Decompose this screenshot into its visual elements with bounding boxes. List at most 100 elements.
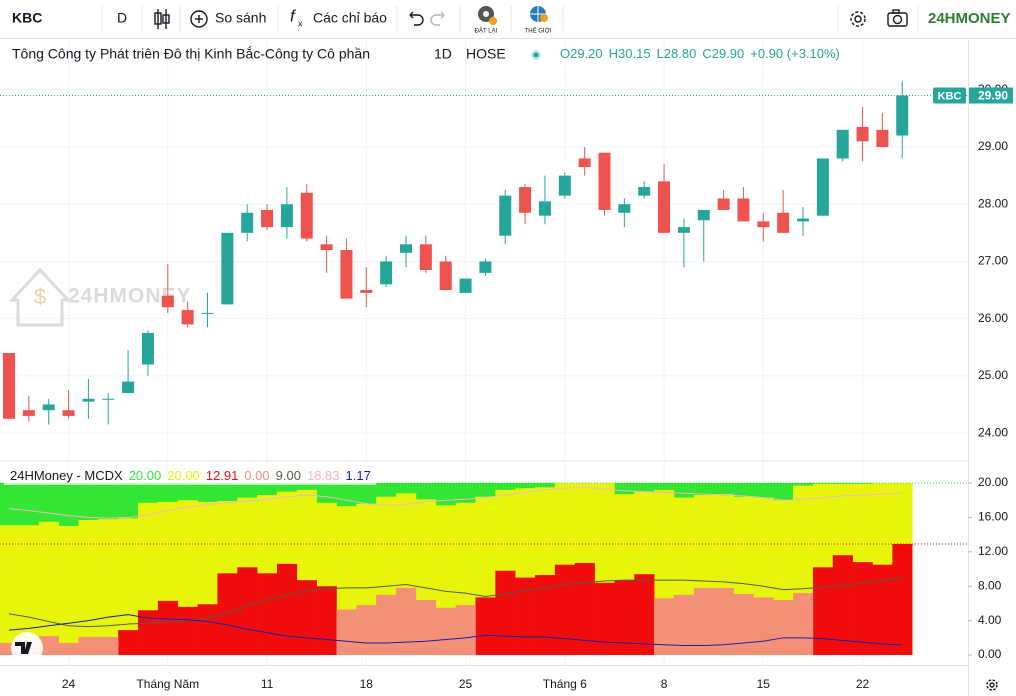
- y-tick-label: 12.00: [978, 544, 1008, 558]
- candle-body: [558, 175, 571, 196]
- indicator-legend-text: 24HMoney - MCDX 20.00 20.00 12.91 0.00 9.00 18…: [10, 468, 371, 483]
- y-tick-label: 16.00: [978, 510, 1008, 524]
- y-tick-label: 26.00: [978, 311, 1008, 325]
- legend-interval: 1D: [434, 46, 452, 62]
- watermark: $ 24HMONEY: [8, 267, 191, 327]
- candle-body: [816, 158, 829, 216]
- interval[interactable]: D: [117, 10, 127, 26]
- x-tick-label: 15: [757, 677, 771, 691]
- candle-body: [360, 290, 373, 293]
- indicator-bar: [237, 567, 258, 656]
- ohlc-value: +0.90 (+3.10%): [750, 46, 840, 61]
- indicator-bar: [356, 605, 377, 656]
- chart-type-button[interactable]: [154, 9, 170, 29]
- indicator-bar: [812, 567, 834, 656]
- settings-button[interactable]: [850, 11, 866, 27]
- candle-body: [201, 312, 214, 314]
- candle-body: [241, 212, 254, 233]
- indicator-bar: [0, 525, 20, 656]
- legend-value: 20.00: [129, 468, 162, 483]
- candle-body: [697, 209, 710, 221]
- indicator-bar: [177, 606, 198, 656]
- indicator-bar: [515, 577, 536, 656]
- candle-body: [797, 218, 809, 222]
- compare-label: So sánh: [215, 10, 266, 26]
- axis-settings[interactable]: [986, 679, 998, 691]
- y-tick-label: 28.00: [978, 196, 1008, 210]
- candle-body: [479, 261, 492, 273]
- x-tick-label: 22: [856, 677, 870, 691]
- indicator-bar: [673, 594, 695, 656]
- indicator-bar: [693, 587, 714, 656]
- indicator-bar: [773, 599, 794, 656]
- indicator-bar: [594, 582, 615, 656]
- toolbar: KBC D So sánh f x Các chỉ báo ĐẶT LẠI: [0, 0, 1016, 39]
- indicator-bar: [217, 573, 238, 656]
- indicator-bar: [793, 593, 814, 656]
- indicator-title: 24HMoney - MCDX: [10, 468, 123, 483]
- indicator-bar: [118, 630, 139, 656]
- candle-body: [221, 232, 234, 305]
- x-tick-label: 24: [62, 677, 76, 691]
- tv-logo: [11, 632, 43, 664]
- compare-button[interactable]: So sánh: [190, 10, 266, 28]
- last-price-symbol-bg: [933, 87, 966, 104]
- world-button[interactable]: THẾ GIỚI: [525, 6, 552, 35]
- svg-text:$: $: [34, 284, 46, 309]
- y-tick-label: 0.00: [978, 647, 1002, 661]
- candle-body: [578, 158, 591, 168]
- candle-body: [717, 198, 730, 210]
- indicator-bar: [475, 597, 496, 656]
- main-legend: Tông Công ty Phát triên Đô thị Kinh Bắc-…: [12, 46, 840, 62]
- snapshot-button[interactable]: [887, 9, 908, 27]
- reset-button[interactable]: ĐẶT LẠI: [475, 6, 498, 35]
- indicator-bar: [654, 598, 675, 656]
- indicator-bar: [276, 563, 298, 656]
- indicator-bar: [98, 519, 119, 656]
- candle-body: [380, 261, 393, 285]
- indicators-label: Các chỉ báo: [313, 10, 387, 26]
- legend-value: 1.17: [346, 468, 371, 483]
- indicator-bar: [455, 605, 476, 656]
- indicator-bar: [197, 604, 218, 656]
- candle-body: [757, 221, 770, 228]
- indicator-bar: [733, 593, 754, 656]
- candle-body: [102, 398, 115, 400]
- ohlc-value: O29.20: [560, 46, 603, 61]
- candle-body: [876, 129, 889, 148]
- candle-body: [598, 152, 611, 210]
- candle-body: [777, 212, 790, 233]
- indicator-bar: [78, 636, 99, 656]
- indicators-button[interactable]: f x Các chỉ báo: [290, 6, 387, 28]
- indicator-legend: 24HMoney - MCDX 20.00 20.00 12.91 0.00 9.00 18…: [4, 468, 376, 485]
- legend-value: 0.00: [244, 468, 269, 483]
- legend-value: 12.91: [206, 468, 239, 483]
- redo-button[interactable]: [430, 11, 445, 26]
- x-tick-label: Tháng 6: [543, 677, 587, 691]
- indicator-line: [8, 486, 903, 519]
- ohlc-legend: O29.20 H30.15 L28.80 C29.90 +0.90 (+3.10%): [560, 46, 840, 61]
- legend-value: 20.00: [167, 468, 200, 483]
- y-tick-label: 29.00: [978, 139, 1008, 153]
- indicator-bar: [872, 564, 893, 656]
- indicator-bar: [336, 609, 357, 656]
- indicator-bar: [38, 636, 59, 656]
- candle-body: [618, 204, 631, 213]
- symbol[interactable]: KBC: [12, 10, 42, 26]
- indicator-bar: [118, 518, 139, 656]
- candle-body: [856, 126, 869, 142]
- candle-body: [62, 410, 75, 416]
- last-price-symbol: KBC: [938, 90, 962, 102]
- y-tick-label: 8.00: [978, 578, 1002, 592]
- fx-icon: f: [290, 6, 297, 25]
- candle-body: [677, 227, 690, 233]
- indicator-bar: [435, 607, 456, 656]
- candle-body: [161, 295, 174, 308]
- brand[interactable]: 24HMONEY: [928, 10, 1011, 27]
- candle-body: [538, 201, 551, 216]
- undo-button[interactable]: [409, 11, 424, 26]
- indicator-bar: [316, 586, 337, 656]
- candle-body: [340, 250, 353, 299]
- x-tick-label: 8: [661, 677, 668, 691]
- y-tick-label: 4.00: [978, 613, 1002, 627]
